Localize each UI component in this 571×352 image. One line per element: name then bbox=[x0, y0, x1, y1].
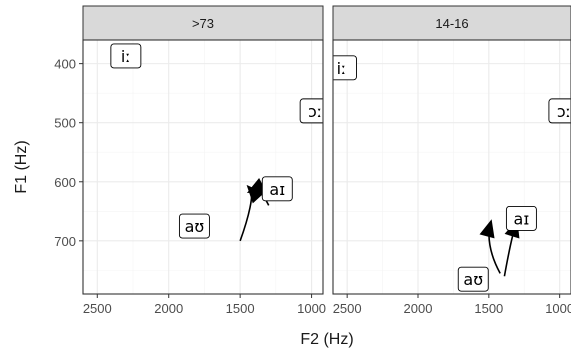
panels-layer: >73 iː ɔː aʊ aɪ 14-16 iː ɔː aʊ aɪ bbox=[82, 5, 571, 295]
x-tick-label: 1500 bbox=[226, 301, 255, 316]
vowel-label-box bbox=[333, 55, 357, 81]
vowel-label-text: iː bbox=[121, 47, 131, 66]
vowel-label-box bbox=[178, 213, 210, 239]
facet-strip bbox=[82, 5, 324, 41]
y-tick-label: 600 bbox=[54, 175, 76, 190]
vowel-label-box bbox=[110, 43, 142, 69]
vowel-label-box bbox=[261, 176, 293, 202]
vowel-label-text: ɔː bbox=[308, 102, 322, 121]
y-axis-title: F1 (Hz) bbox=[13, 140, 30, 193]
vowel-label-box bbox=[548, 98, 571, 124]
x-tick-label: 1000 bbox=[297, 301, 326, 316]
data-layer: iː ɔː aʊ aɪ bbox=[333, 55, 571, 292]
trajectory-arrowhead bbox=[479, 219, 495, 239]
vowel-label-text: aʊ bbox=[463, 270, 483, 289]
x-tick-label: 2500 bbox=[333, 301, 362, 316]
vowel-label-text: aɪ bbox=[269, 180, 285, 199]
facet-panel: >73 iː ɔː aʊ aɪ bbox=[82, 5, 324, 295]
facet-strip-label: >73 bbox=[192, 16, 214, 31]
panel-border bbox=[332, 39, 571, 295]
panel-background bbox=[83, 40, 323, 294]
y-tick-label: 500 bbox=[54, 116, 76, 131]
panel-background bbox=[333, 40, 571, 294]
x-tick-label: 1500 bbox=[474, 301, 503, 316]
data-layer: iː ɔː aʊ aɪ bbox=[110, 43, 323, 242]
vowel-label: aʊ bbox=[457, 266, 489, 292]
vowel-label: iː bbox=[110, 43, 142, 69]
vowel-label: aʊ bbox=[178, 213, 210, 239]
vowel-label-text: iː bbox=[337, 59, 347, 78]
panel-border bbox=[82, 39, 324, 295]
vowel-label: ɔː bbox=[548, 98, 571, 124]
vowel-label-text: aɪ bbox=[514, 209, 530, 228]
vowel-label-box bbox=[505, 205, 537, 231]
x-tick-label: 2000 bbox=[154, 301, 183, 316]
vowel-label-box bbox=[299, 98, 323, 124]
x-tick-label: 2000 bbox=[404, 301, 433, 316]
vowel-label: iː bbox=[333, 55, 357, 81]
vowel-label: aɪ bbox=[505, 205, 537, 231]
x-tick-label: 1000 bbox=[545, 301, 571, 316]
x-axis-title: F2 (Hz) bbox=[300, 331, 353, 348]
facet-strip-label: 14-16 bbox=[435, 16, 468, 31]
y-tick-label: 400 bbox=[54, 57, 76, 72]
vowel-label: aɪ bbox=[261, 176, 293, 202]
vowel-label: ɔː bbox=[299, 98, 323, 124]
vowel-label-text: aʊ bbox=[185, 217, 205, 236]
vowel-label-text: ɔː bbox=[557, 102, 571, 121]
facet-strip bbox=[332, 5, 571, 41]
facet-panel: 14-16 iː ɔː aʊ aɪ bbox=[332, 5, 571, 295]
vowel-label-box bbox=[457, 266, 489, 292]
y-tick-label: 700 bbox=[54, 234, 76, 249]
x-tick-label: 2500 bbox=[83, 301, 112, 316]
axes-layer: 2500 2000 1500 1000 2500 2000 1500 1000 400 500 60… bbox=[54, 57, 571, 316]
